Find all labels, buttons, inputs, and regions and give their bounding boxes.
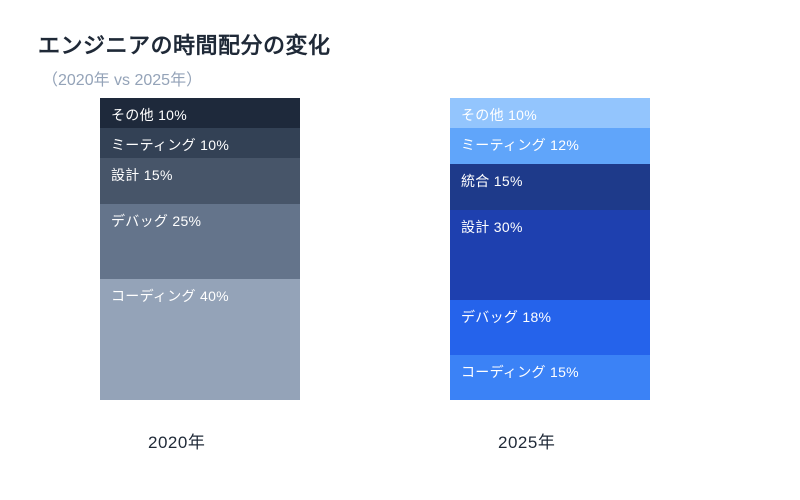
bar-segment-その他: その他 10%: [100, 98, 300, 129]
bar-segment-label: コーディング 15%: [461, 363, 579, 380]
bar-segment-その他: その他 10%: [450, 98, 650, 129]
bar-segment-label: その他 10%: [111, 107, 188, 123]
bar-segment-コーディング: コーディング 15%: [450, 354, 650, 400]
bar-segment-label: ミーティング 12%: [461, 137, 580, 154]
page-subtitle: （2020年 vs 2025年）: [42, 72, 203, 89]
bar-segment-設計: 設計 30%: [450, 209, 650, 301]
bar-segment-コーディング: コーディング 40%: [100, 279, 300, 400]
bar-segment-label: 設計 15%: [111, 167, 173, 184]
bar-segment-ミーティング: ミーティング 12%: [450, 128, 650, 165]
axis-label-2025: 2025年: [498, 433, 556, 452]
bar-segment-label: ミーティング 10%: [111, 137, 230, 154]
bar-segment-デバッグ: デバッグ 18%: [450, 300, 650, 355]
bar-segment-デバッグ: デバッグ 25%: [100, 203, 300, 280]
bar-segment-label: その他 10%: [461, 107, 538, 123]
stacked-bar-2025: その他 10% ミーティング 12% 統合 15% 設計 30% デバッグ 18% コーデ…: [450, 98, 650, 400]
bar-segment-設計: 設計 15%: [100, 158, 300, 204]
axis-label-2020: 2020年: [148, 433, 206, 452]
bar-segment-label: コーディング 40%: [111, 288, 229, 305]
stacked-bar-2020: その他 10% ミーティング 10% 設計 15% デバッグ 25% コーディング 40…: [100, 98, 300, 400]
bar-segment-label: 設計 30%: [461, 218, 523, 235]
bar-segment-統合: 統合 15%: [450, 164, 650, 210]
bar-segment-ミーティング: ミーティング 10%: [100, 128, 300, 159]
page-title: エンジニアの時間配分の変化: [38, 33, 331, 58]
bar-segment-label: デバッグ 18%: [461, 309, 552, 326]
bar-segment-label: デバッグ 25%: [111, 212, 202, 229]
bar-segment-label: 統合 15%: [461, 173, 523, 190]
